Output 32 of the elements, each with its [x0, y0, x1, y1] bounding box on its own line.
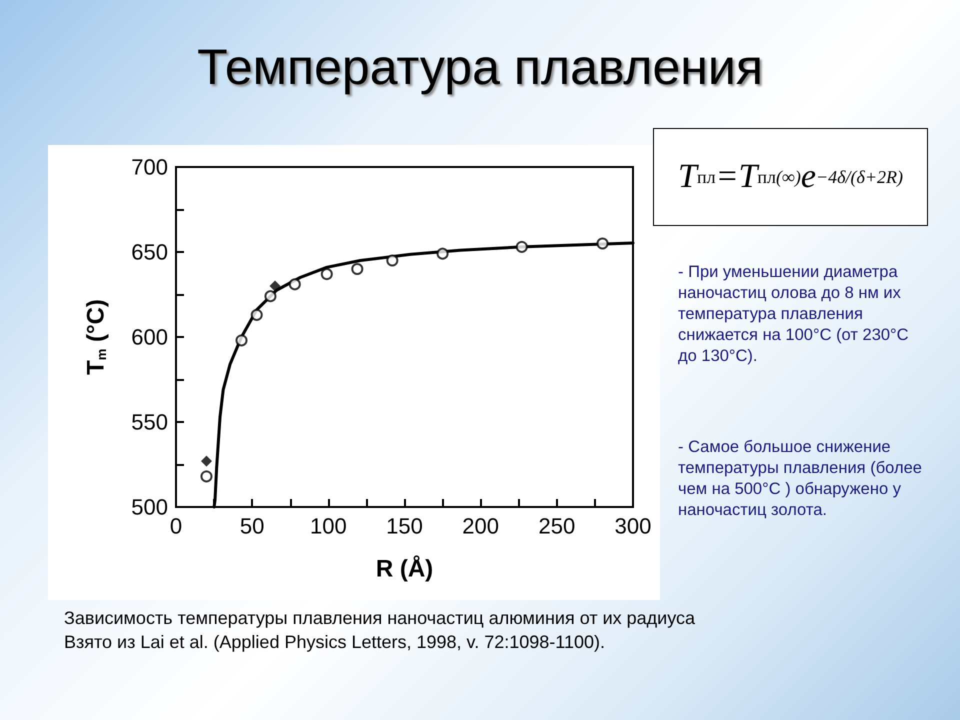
y-axis-title: Tm (°C)	[82, 299, 110, 375]
chart-title: Температура плавления	[196, 38, 764, 96]
point	[596, 238, 609, 250]
point	[200, 470, 212, 482]
x-tick-label: 0	[170, 514, 182, 538]
y-tick-label: 500	[131, 494, 168, 520]
point	[250, 308, 263, 321]
point	[436, 248, 449, 260]
point	[351, 263, 364, 275]
text: Взято из Lai et al. (Applied Physics Letters, 1998, v. 72:1098-1100).	[64, 632, 605, 653]
point	[320, 268, 333, 280]
x-tick-label: 100	[310, 514, 347, 538]
y-tick-label: 650	[131, 240, 168, 264]
x-axis-title: R (Å)	[376, 554, 434, 582]
x-tick-label: 150	[386, 514, 423, 538]
y-tick-label: 550	[131, 410, 168, 434]
point	[200, 456, 212, 467]
point	[516, 240, 528, 253]
point	[270, 280, 281, 292]
x-tick-label: 250	[538, 514, 576, 538]
text: - Самое большое снижение температуры плавления (более чем на 500°C ) обнаружено у наночастиц золота.	[678, 437, 923, 521]
point	[288, 278, 301, 290]
x-tick-label: 200	[462, 514, 500, 538]
point	[264, 290, 276, 302]
point	[236, 334, 248, 346]
y-tick-label: 700	[131, 154, 168, 180]
point	[386, 254, 398, 266]
x-tick-label: 50	[240, 514, 264, 538]
text: Зависимость температуры плавления наночастиц алюминия от их радиуса	[64, 608, 696, 629]
text: - При уменьшении диаметра наночастиц олова до 8 нм их температура плавления снижается на 100°C (от 230°C до 130°C).	[678, 262, 910, 367]
y-tick-label: 600	[131, 324, 168, 350]
x-tick-label: 300	[614, 514, 652, 538]
